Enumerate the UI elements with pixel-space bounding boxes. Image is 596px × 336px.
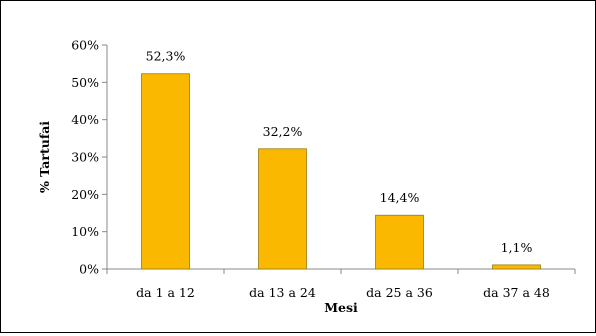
x-tick-label: da 25 a 36 <box>366 285 433 300</box>
data-label: 1,1% <box>501 240 533 255</box>
data-label: 14,4% <box>380 190 420 205</box>
bar-series <box>141 73 541 270</box>
data-label: 52,3% <box>146 49 186 64</box>
y-tick-label: 30% <box>71 150 99 165</box>
x-axis-title: Mesi <box>324 300 358 315</box>
x-axis: da 1 a 12 da 13 a 24 da 25 a 36 da 37 a 48 <box>106 268 576 300</box>
x-tick-label: da 13 a 24 <box>249 285 316 300</box>
y-axis: 0% 10% 20% 30% 40% 50% 60% <box>71 38 108 277</box>
y-tick-label: 50% <box>71 75 99 90</box>
data-label: 32,2% <box>263 124 303 139</box>
bar <box>375 214 424 270</box>
y-tick-label: 20% <box>71 187 99 202</box>
y-axis-title: % Tartufai <box>37 121 52 193</box>
y-tick-label: 0% <box>79 262 99 277</box>
x-tick-label: da 1 a 12 <box>136 285 195 300</box>
y-tick-label: 40% <box>71 112 99 127</box>
bar <box>492 264 541 270</box>
x-tick-label: da 37 a 48 <box>483 285 550 300</box>
bar <box>141 73 190 270</box>
bar <box>258 148 307 270</box>
y-tick-label: 10% <box>71 224 99 239</box>
y-tick-label: 60% <box>71 38 99 53</box>
data-labels: 52,3% 32,2% 14,4% 1,1% <box>146 49 533 255</box>
